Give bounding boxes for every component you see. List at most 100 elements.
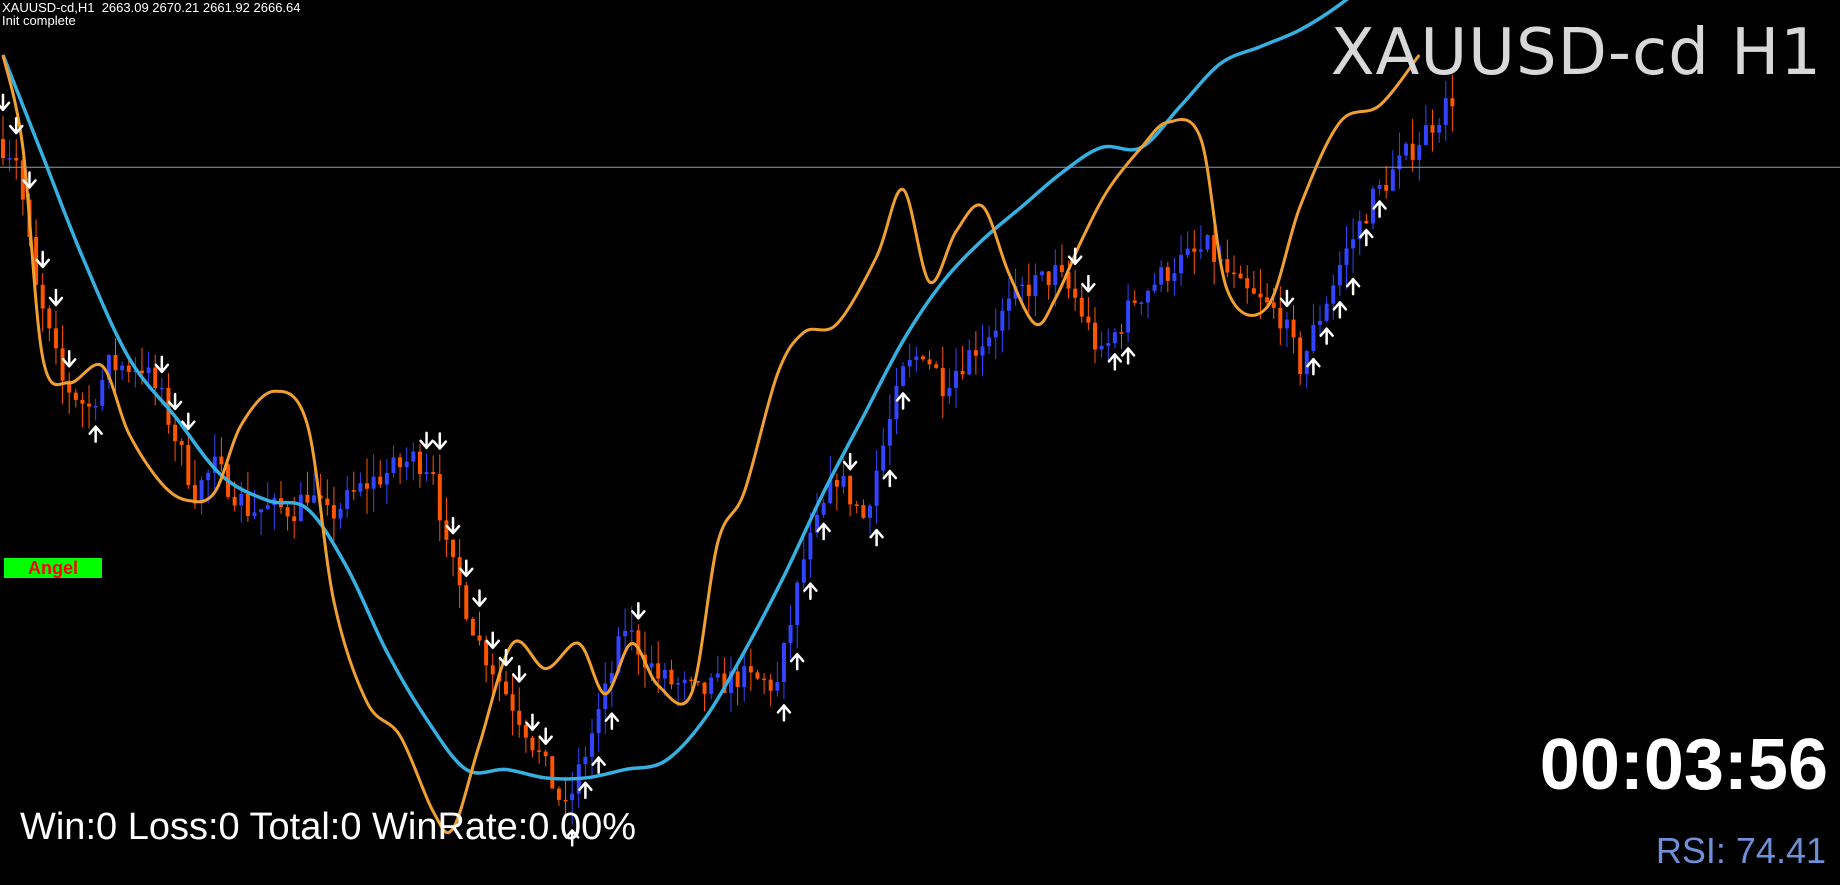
bull-candle bbox=[1126, 300, 1131, 333]
sell-arrow-icon bbox=[61, 350, 77, 368]
sell-arrow-icon bbox=[485, 631, 500, 650]
bull-candle bbox=[729, 671, 733, 693]
buy-arrow-icon bbox=[1120, 347, 1136, 365]
bull-candle bbox=[676, 683, 681, 685]
bull-candle bbox=[358, 483, 363, 492]
bull-candle bbox=[1179, 254, 1184, 274]
slow-moving-average-line bbox=[1, 0, 1349, 781]
bull-candle bbox=[1112, 332, 1117, 344]
bear-candle bbox=[113, 355, 118, 371]
bull-candle bbox=[993, 330, 998, 338]
buy-arrow-icon bbox=[1345, 277, 1361, 296]
bear-candle bbox=[530, 737, 535, 751]
bear-candle bbox=[1073, 288, 1078, 298]
bear-candle bbox=[1225, 259, 1230, 273]
bear-candle bbox=[378, 476, 383, 485]
bear-candle bbox=[47, 308, 52, 329]
bull-candle bbox=[1053, 265, 1058, 286]
bear-candle bbox=[351, 490, 356, 492]
bull-candle bbox=[821, 503, 826, 515]
bear-candle bbox=[331, 505, 336, 519]
bear-candle bbox=[305, 494, 310, 503]
bear-candle bbox=[73, 392, 78, 400]
bull-candle bbox=[199, 480, 204, 504]
bull-candle bbox=[775, 681, 780, 691]
bear-candle bbox=[1079, 297, 1084, 317]
bear-candle bbox=[762, 678, 767, 681]
bear-candle bbox=[1278, 307, 1283, 329]
bear-candle bbox=[722, 673, 727, 693]
bear-candle bbox=[517, 710, 522, 725]
bear-candle bbox=[1238, 273, 1243, 279]
bear-candle bbox=[1258, 293, 1263, 298]
bull-candle bbox=[1370, 188, 1375, 224]
bear-candle bbox=[556, 788, 561, 800]
bull-candle bbox=[159, 387, 164, 390]
buy-arrow-icon bbox=[816, 522, 831, 541]
bear-candle bbox=[1298, 337, 1303, 375]
bear-candle bbox=[192, 484, 197, 504]
bull-candle bbox=[596, 709, 601, 734]
bear-candle bbox=[834, 480, 839, 487]
sell-arrow-icon bbox=[1081, 274, 1096, 293]
bear-candle bbox=[656, 663, 661, 679]
bull-candle bbox=[252, 512, 257, 516]
bull-candle bbox=[616, 636, 621, 674]
bear-candle bbox=[1132, 300, 1137, 303]
bear-candle bbox=[173, 424, 178, 442]
bear-candle bbox=[1086, 316, 1091, 323]
buy-arrow-icon bbox=[88, 425, 103, 443]
bull-candle bbox=[662, 669, 667, 679]
bull-candle bbox=[120, 365, 125, 371]
bear-candle bbox=[523, 724, 528, 738]
bull-candle bbox=[795, 582, 800, 625]
bull-candle bbox=[1423, 125, 1428, 146]
sell-arrow-icon bbox=[498, 648, 514, 667]
buy-arrow-icon bbox=[1107, 353, 1123, 371]
sell-arrow-icon bbox=[48, 288, 64, 307]
bull-candle bbox=[1106, 343, 1111, 346]
sell-arrow-icon bbox=[154, 355, 170, 374]
bull-candle bbox=[146, 367, 151, 374]
sell-arrow-icon bbox=[1067, 247, 1083, 266]
sell-arrow-icon bbox=[181, 412, 196, 430]
bull-candle bbox=[100, 379, 105, 406]
bull-candle bbox=[1185, 248, 1190, 255]
bear-candle bbox=[927, 359, 932, 365]
bear-candle bbox=[1192, 248, 1197, 252]
bull-candle bbox=[894, 385, 899, 420]
bull-candle bbox=[609, 673, 614, 684]
bear-candle bbox=[1231, 272, 1236, 275]
bear-candle bbox=[40, 284, 45, 309]
bear-candle bbox=[484, 640, 489, 666]
buy-arrow-icon bbox=[1359, 228, 1374, 247]
bear-candle bbox=[973, 350, 978, 356]
sell-arrow-icon bbox=[538, 727, 553, 745]
bull-candle bbox=[133, 370, 138, 373]
bear-candle bbox=[444, 520, 449, 540]
bull-candle bbox=[1139, 302, 1144, 304]
sell-arrow-icon bbox=[167, 392, 183, 411]
bear-candle bbox=[1291, 319, 1296, 338]
bull-candle bbox=[1443, 98, 1448, 125]
bear-candle bbox=[451, 539, 456, 558]
sell-arrow-icon bbox=[525, 713, 540, 731]
sell-arrow-icon bbox=[35, 250, 50, 269]
bear-candle bbox=[537, 750, 542, 752]
bull-candle bbox=[1198, 249, 1203, 252]
bull-candle bbox=[954, 371, 959, 388]
countdown-timer: 00:03:56 bbox=[1539, 725, 1828, 805]
buy-arrow-icon bbox=[803, 582, 818, 600]
bull-candle bbox=[901, 366, 906, 386]
bull-candle bbox=[206, 472, 211, 481]
rsi-readout: RSI: 74.41 bbox=[1655, 830, 1826, 871]
buy-arrow-icon bbox=[578, 781, 593, 800]
bear-candle bbox=[232, 496, 237, 506]
bull-candle bbox=[1284, 319, 1289, 329]
bull-candle bbox=[1000, 310, 1005, 331]
bull-candle bbox=[424, 472, 429, 475]
bear-candle bbox=[1430, 125, 1435, 133]
sell-arrow-icon bbox=[445, 516, 461, 535]
bear-candle bbox=[245, 494, 250, 516]
